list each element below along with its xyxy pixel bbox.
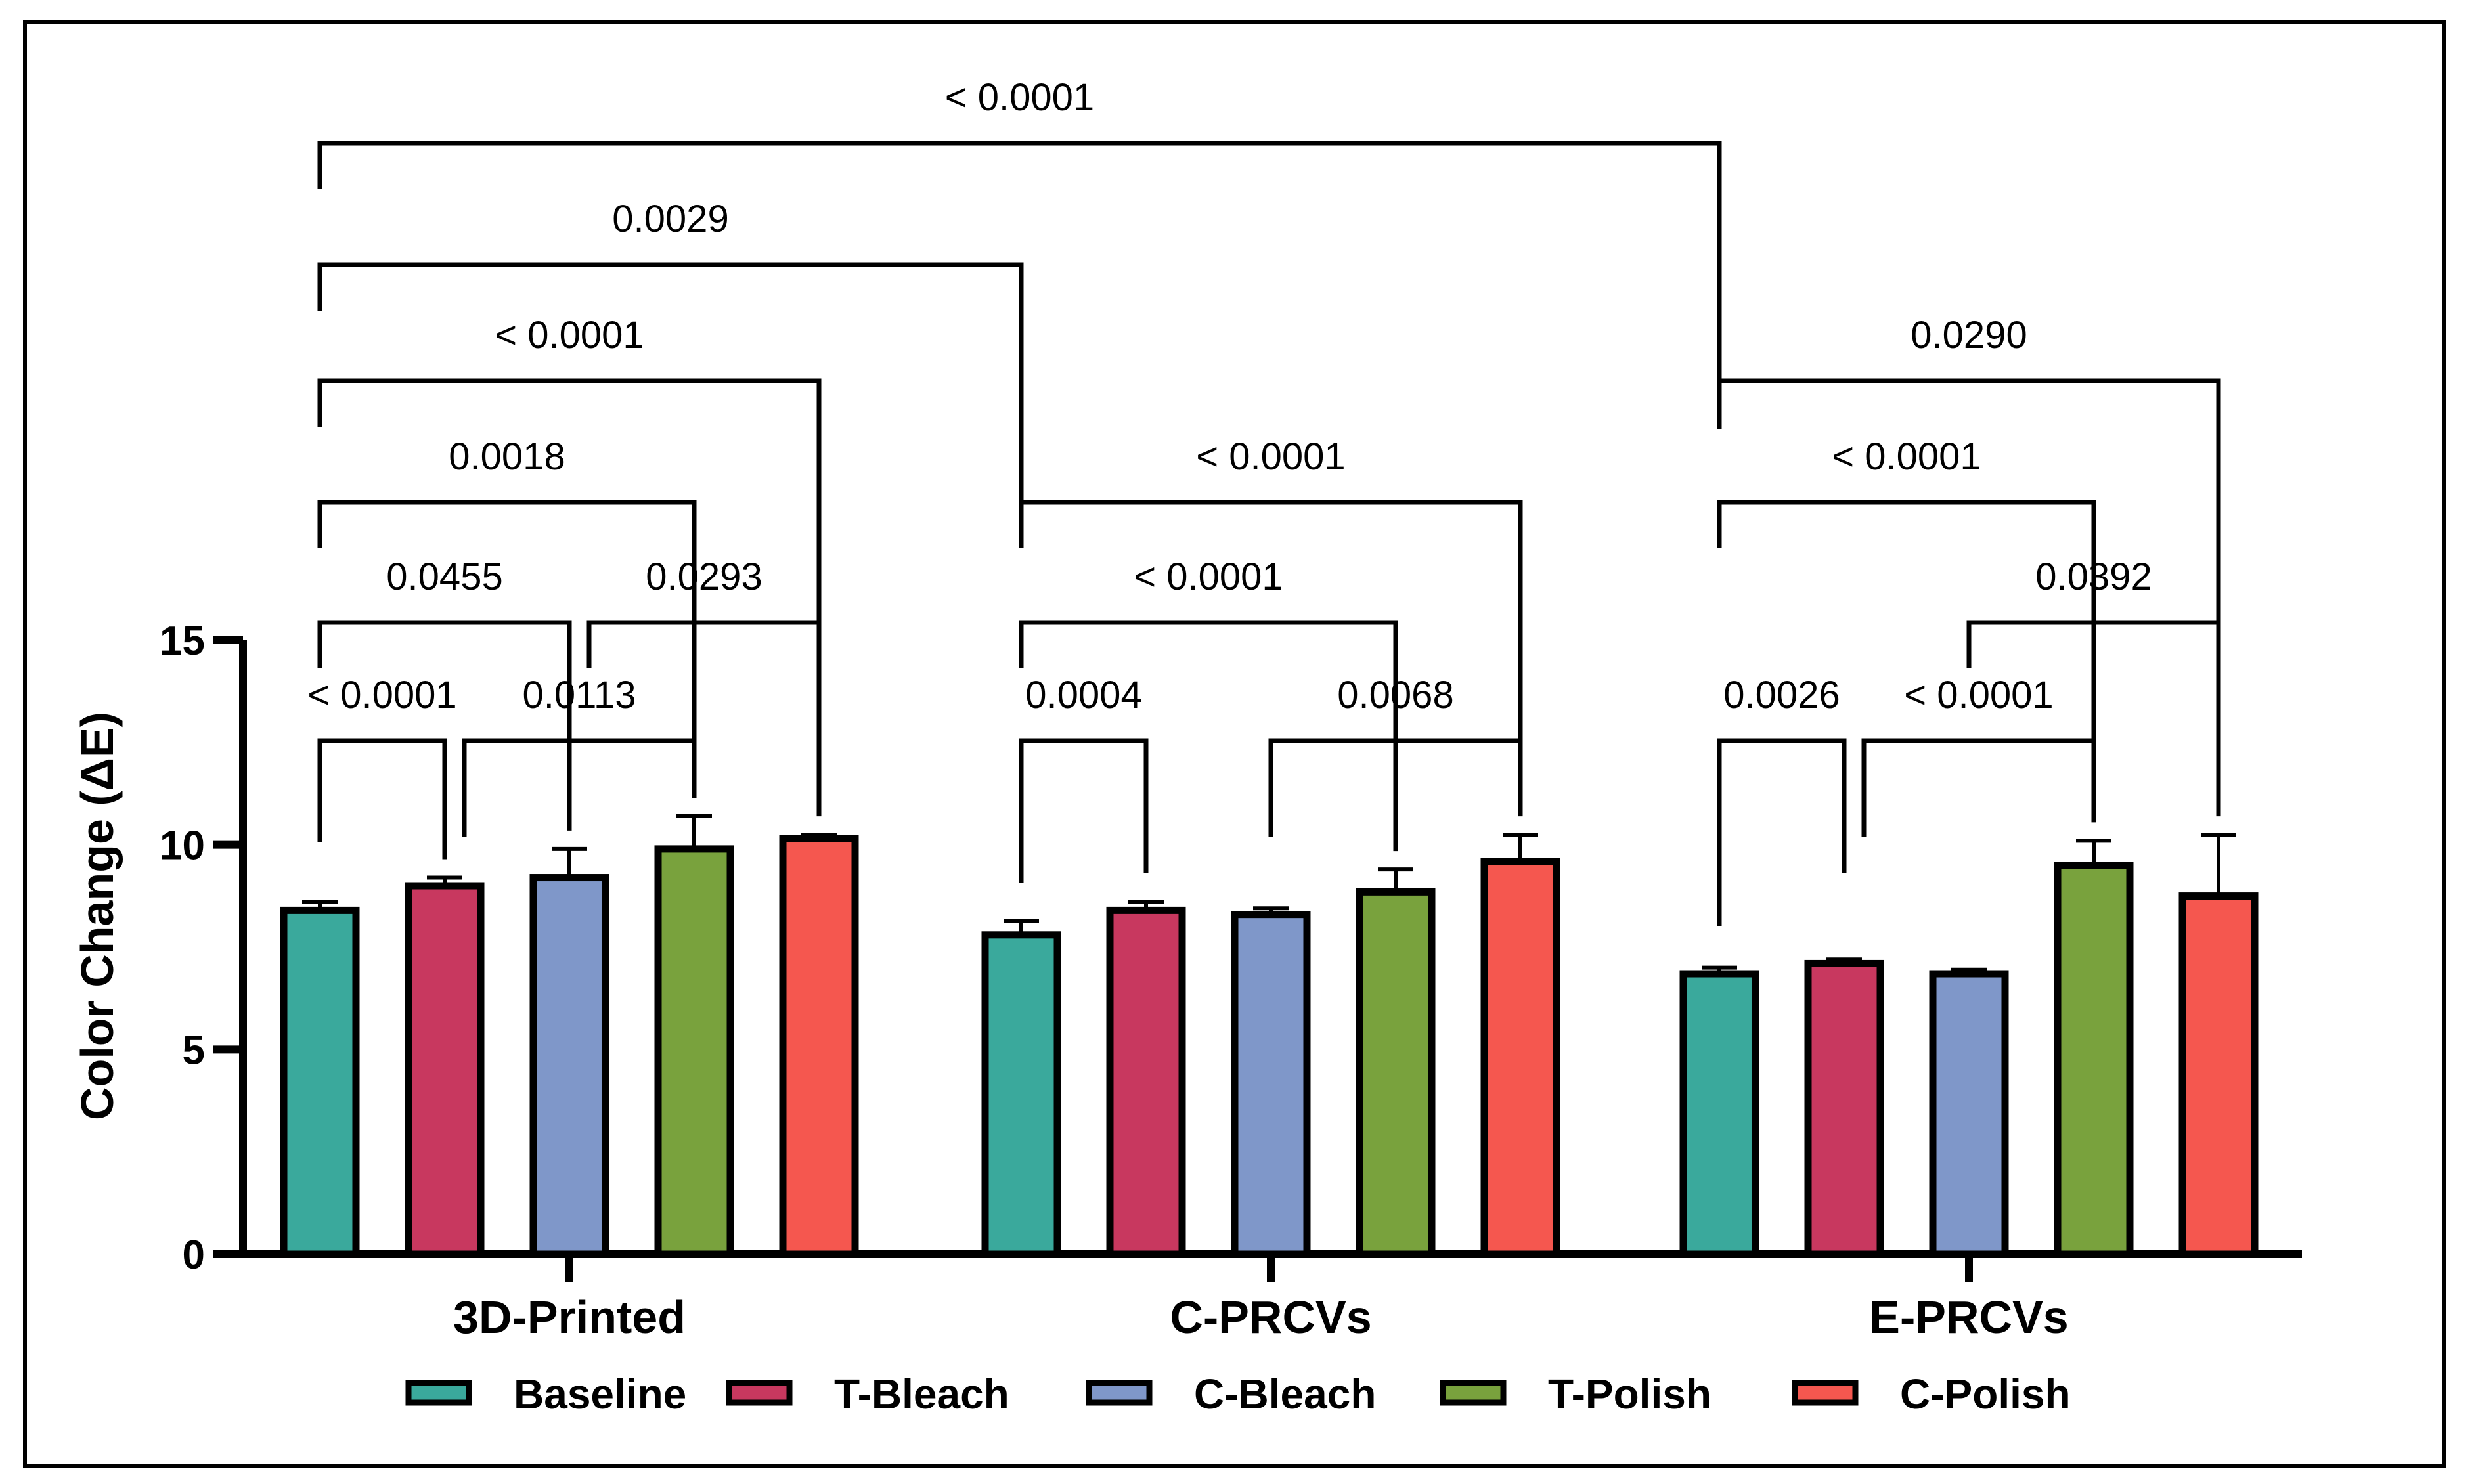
legend-swatch-baseline: [405, 1380, 472, 1406]
p-value-label: 0.0455: [386, 556, 502, 598]
significance-bracket: [317, 141, 1722, 429]
legend-label: Baseline: [514, 1370, 686, 1418]
bar-t-bleach: [1106, 906, 1186, 1258]
p-value-label: < 0.0001: [1196, 435, 1345, 478]
bar-t-polish: [2054, 862, 2134, 1258]
p-value-label: 0.0290: [1911, 314, 2027, 357]
significance-bracket: [1966, 620, 2221, 817]
p-value-label: 0.0293: [646, 556, 762, 598]
p-value-label: 0.0029: [612, 198, 728, 240]
legend-swatch-c-polish: [1792, 1380, 1859, 1406]
bar-baseline: [280, 906, 360, 1258]
bar-t-polish: [1356, 888, 1436, 1258]
significance-bracket: [1019, 738, 1149, 883]
x-category-label: C-PRCVs: [1170, 1292, 1371, 1343]
bar-c-polish: [779, 835, 859, 1258]
y-tick-label: 0: [183, 1233, 205, 1278]
bar-baseline: [1679, 970, 1759, 1258]
significance-bracket: [317, 620, 572, 831]
p-value-label: < 0.0001: [495, 314, 644, 357]
significance-bracket: [1019, 500, 1523, 787]
p-value-label: 0.0026: [1723, 674, 1840, 716]
significance-bracket: [317, 378, 822, 666]
bar-t-bleach: [1804, 959, 1884, 1258]
p-value-label: < 0.0001: [1134, 556, 1283, 598]
y-tick-label: 15: [160, 619, 205, 664]
significance-bracket: [462, 738, 697, 837]
significance-bracket: [317, 262, 1024, 545]
bar-t-polish: [654, 845, 734, 1258]
significance-bracket: [1717, 378, 2221, 666]
significance-bracket: [1717, 500, 2096, 787]
bar-c-bleach: [1231, 911, 1311, 1258]
bars: [280, 814, 2259, 1258]
bar-c-bleach: [529, 874, 609, 1258]
significance-bracket: [1861, 738, 2096, 837]
p-value-label: < 0.0001: [307, 674, 456, 716]
legend-swatch-c-bleach: [1086, 1380, 1153, 1406]
significance-bracket: [1268, 738, 1523, 837]
p-value-label: 0.0068: [1337, 674, 1453, 716]
legend-swatch-t-polish: [1440, 1380, 1507, 1406]
legend-label: C-Bleach: [1194, 1370, 1376, 1418]
legend-label: C-Polish: [1900, 1370, 2071, 1418]
p-value-label: 0.0113: [522, 674, 636, 716]
p-value-label: < 0.0001: [1904, 674, 2053, 716]
significance-bracket: [1717, 738, 1847, 926]
bar-c-polish: [1480, 858, 1560, 1258]
legend-label: T-Polish: [1548, 1370, 1712, 1418]
legend-label: T-Bleach: [834, 1370, 1009, 1418]
significance-bracket: [586, 620, 822, 817]
x-category-label: 3D-Printed: [453, 1292, 686, 1343]
bar-baseline: [981, 931, 1061, 1258]
y-axis-label: Color Change (ΔE): [72, 712, 123, 1120]
figure-frame: [23, 20, 2446, 1468]
significance-bracket: [1019, 620, 1398, 852]
p-value-label: < 0.0001: [1832, 435, 1981, 478]
p-value-label: < 0.0001: [945, 76, 1094, 119]
p-value-label: 0.0018: [449, 435, 565, 478]
y-tick-label: 10: [160, 823, 205, 869]
legend: Baseline T-Bleach C-Bleach T-Polish C-Polish: [405, 1370, 2071, 1418]
significance-bracket: [317, 500, 697, 787]
significance-bracket: [317, 738, 447, 860]
bar-c-polish: [2178, 892, 2259, 1258]
p-value-label: 0.0392: [2035, 556, 2152, 598]
significance-brackets: < 0.0001 0.0029 < 0.0001 0.0018 0.0455 0.0293…: [307, 76, 2221, 926]
bar-t-bleach: [405, 882, 485, 1258]
bar-c-bleach: [1929, 970, 2009, 1258]
legend-swatch-t-bleach: [726, 1380, 793, 1406]
x-category-label: E-PRCVs: [1869, 1292, 2068, 1343]
y-tick-label: 5: [183, 1028, 205, 1073]
p-value-label: 0.0004: [1025, 674, 1141, 716]
